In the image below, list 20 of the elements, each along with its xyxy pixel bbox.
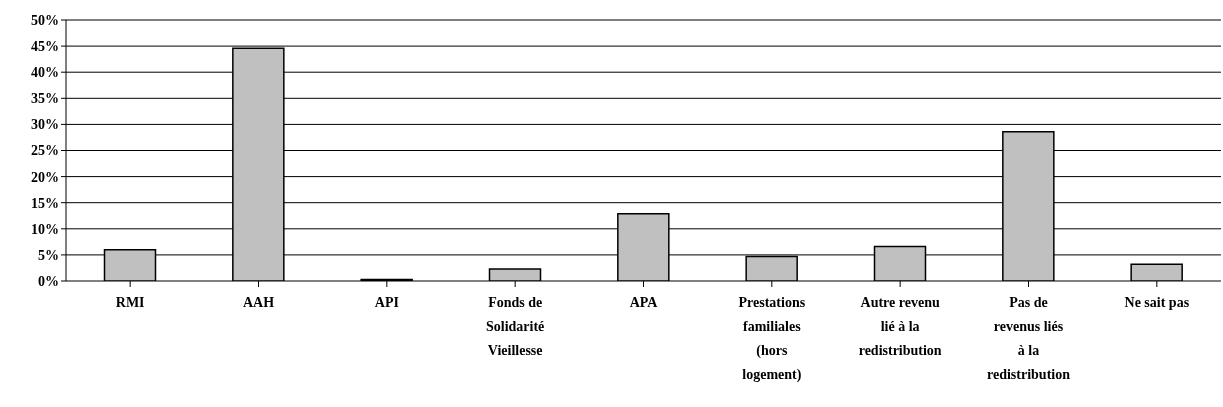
y-tick-label: 20% xyxy=(31,169,59,185)
y-tick-label: 15% xyxy=(31,195,59,211)
y-tick-label: 30% xyxy=(31,117,59,133)
y-tick-label: 45% xyxy=(31,39,59,55)
y-tick-label: 35% xyxy=(31,91,59,107)
x-tick-label: Ne sait pas xyxy=(1124,295,1190,310)
x-tick-label: AAH xyxy=(242,295,275,310)
y-tick-label: 40% xyxy=(31,65,59,81)
x-tick-label: Fonds de Solidarité Vieillesse xyxy=(485,295,545,358)
y-tick-label: 25% xyxy=(31,143,59,159)
x-tick-label: RMI xyxy=(115,295,145,310)
x-tick-label: API xyxy=(374,295,399,310)
y-tick-label: 10% xyxy=(31,221,59,237)
x-tick-label: Prestations familiales (hors logement) xyxy=(738,295,806,383)
y-tick-label: 5% xyxy=(38,247,59,263)
y-tick-label: 50% xyxy=(31,12,59,28)
x-tick-label: Pas de revenus liés à la redistribution xyxy=(987,295,1071,382)
y-tick-label: 0% xyxy=(38,273,59,289)
x-tick-label: APA xyxy=(629,295,659,310)
x-tick-label: Autre revenu lié à la redistribution xyxy=(858,295,942,358)
